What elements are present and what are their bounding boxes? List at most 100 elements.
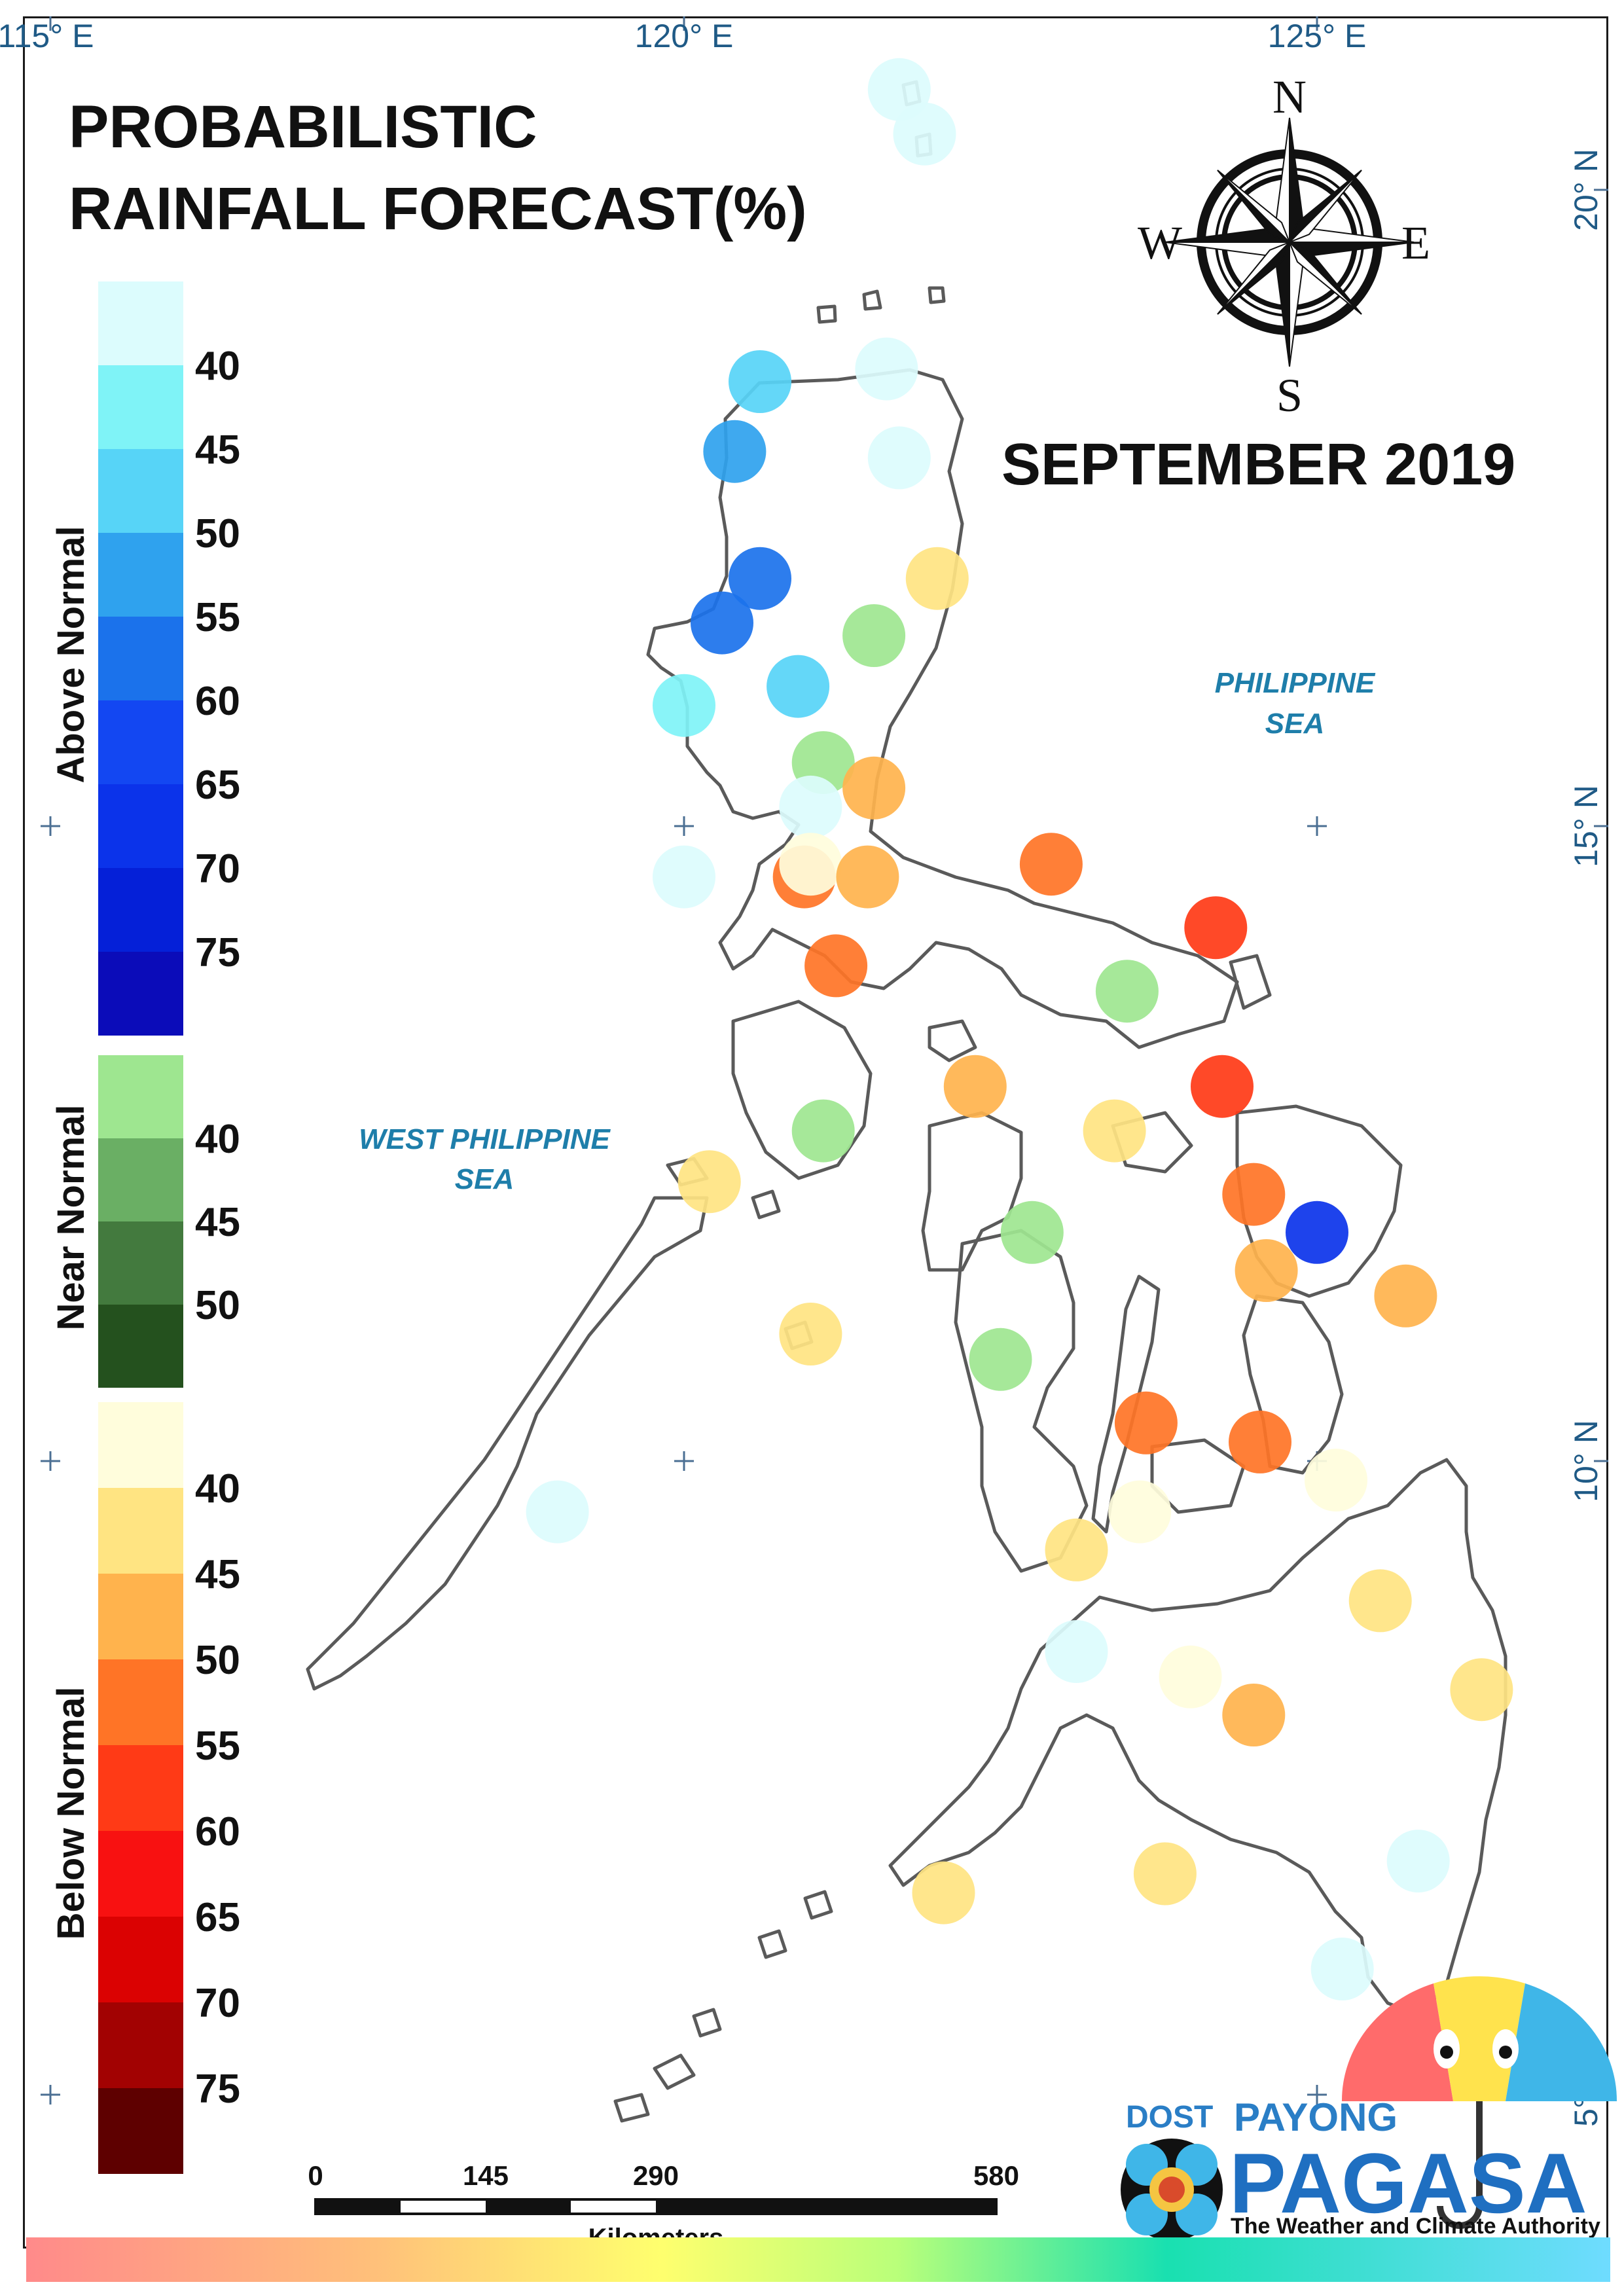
station-markers bbox=[526, 58, 1513, 2000]
lat-20-label: 20° N bbox=[1568, 149, 1604, 231]
legend-near-swatch bbox=[98, 1055, 183, 1138]
negros-island bbox=[954, 1229, 1089, 1573]
legend-above-label: 65 bbox=[195, 763, 240, 808]
scale-tick-0: 0 bbox=[308, 2160, 323, 2191]
legend-near-label: 40 bbox=[195, 1117, 240, 1162]
grid-labels: 115° E 120° E 125° E 20° N 15° N 10° N 5… bbox=[0, 18, 1604, 2127]
compass-e-label: E bbox=[1401, 217, 1430, 269]
station-above-marker bbox=[653, 674, 715, 737]
station-above-marker bbox=[1310, 1938, 1374, 2000]
footer-gradient-bar bbox=[26, 2237, 1610, 2282]
legend-below-swatch bbox=[98, 1745, 183, 1831]
station-below-marker bbox=[1235, 1239, 1298, 1302]
compass-rose-icon: N S E W bbox=[1138, 71, 1430, 422]
legend-below-swatch bbox=[98, 1831, 183, 1917]
station-above-marker bbox=[779, 775, 842, 839]
compass-w-label: W bbox=[1138, 217, 1182, 269]
lat-15-label: 15° N bbox=[1568, 785, 1604, 867]
station-below-marker bbox=[1450, 1658, 1513, 1722]
legend-above-label: 55 bbox=[195, 595, 240, 640]
legend-above-swatch bbox=[98, 700, 183, 784]
station-below-marker bbox=[1019, 833, 1083, 896]
station-above-marker bbox=[893, 102, 956, 166]
station-above-marker bbox=[1286, 1201, 1348, 1264]
legend-below-swatch bbox=[98, 1917, 183, 2002]
station-above-marker bbox=[1386, 1830, 1450, 1893]
station-below-marker bbox=[836, 845, 899, 909]
legend-above-swatch bbox=[98, 617, 183, 700]
marinduque-island bbox=[928, 1019, 977, 1062]
legend-below-label: 50 bbox=[195, 1638, 240, 1683]
legend-below-label: 40 bbox=[195, 1466, 240, 1511]
title-line-1: PROBABILISTIC bbox=[69, 94, 537, 160]
station-near-marker bbox=[842, 604, 906, 667]
station-below-marker bbox=[779, 833, 842, 896]
title-line-2: RAINFALL FORECAST(%) bbox=[69, 175, 807, 242]
legend-above-label: 70 bbox=[195, 846, 240, 892]
station-above-marker bbox=[867, 426, 931, 490]
probability-legend: 40 45 50 55 60 65 70 75 40 45 50 40 45 50 55 60 65 70 75 bbox=[98, 281, 240, 2174]
mindoro-island bbox=[731, 1000, 873, 1180]
legend-below-swatch bbox=[98, 1574, 183, 1659]
west-ph-sea-label-2: SEA bbox=[455, 1163, 514, 1195]
legend-above-title: Above Normal bbox=[50, 526, 92, 783]
legend-above-swatch bbox=[98, 449, 183, 533]
pagasa-label: PAGASA bbox=[1229, 2135, 1587, 2231]
station-above-marker bbox=[703, 420, 767, 483]
station-near-marker bbox=[1095, 960, 1159, 1023]
west-ph-sea-label-1: WEST PHILIPPINE bbox=[359, 1123, 611, 1155]
legend-near-label: 50 bbox=[195, 1283, 240, 1328]
legend-near-title: Near Normal bbox=[50, 1105, 92, 1331]
lon-125-label: 125° E bbox=[1268, 18, 1367, 54]
legend-below-label: 55 bbox=[195, 1724, 240, 1769]
legend-above-label: 75 bbox=[195, 930, 240, 975]
pagasa-logo: DOST PAYONG PAGASA The Weather and Clima… bbox=[1121, 1976, 1617, 2241]
period-label: SEPTEMBER 2019 bbox=[1001, 432, 1515, 497]
lon-120-label: 120° E bbox=[635, 18, 734, 54]
station-below-marker bbox=[1348, 1569, 1412, 1633]
legend-below-label: 65 bbox=[195, 1895, 240, 1940]
legend-above-swatch bbox=[98, 281, 183, 365]
station-below-marker bbox=[804, 934, 868, 998]
compass-s-label: S bbox=[1276, 369, 1303, 422]
lon-115-label: 115° E bbox=[0, 18, 94, 54]
station-below-marker bbox=[677, 1150, 741, 1214]
station-near-marker bbox=[1000, 1201, 1064, 1264]
map-title: PROBABILISTIC RAINFALL FORECAST(%) SEPTE… bbox=[69, 94, 1515, 497]
station-below-marker bbox=[1108, 1480, 1172, 1544]
station-above-marker bbox=[767, 655, 830, 718]
panay-island bbox=[921, 1111, 1023, 1272]
station-above-marker bbox=[1045, 1620, 1108, 1683]
station-below-marker bbox=[1184, 896, 1248, 960]
station-below-marker bbox=[842, 756, 906, 820]
station-above-marker bbox=[729, 350, 791, 413]
legend-below-label: 75 bbox=[195, 2067, 240, 2112]
station-below-marker bbox=[1374, 1264, 1437, 1328]
palawan-island bbox=[306, 1196, 709, 1691]
dost-label: DOST bbox=[1126, 2100, 1213, 2135]
philippine-sea-label-2: SEA bbox=[1265, 708, 1324, 740]
station-below-marker bbox=[1222, 1163, 1286, 1226]
legend-above-label: 60 bbox=[195, 679, 240, 724]
lat-10-label: 10° N bbox=[1568, 1420, 1604, 1502]
station-below-marker bbox=[912, 1861, 975, 1925]
graticule bbox=[41, 16, 1608, 2105]
station-below-marker bbox=[779, 1303, 842, 1365]
station-below-marker bbox=[1229, 1410, 1291, 1473]
station-near-marker bbox=[969, 1328, 1032, 1391]
station-near-marker bbox=[791, 1099, 855, 1163]
scale-tick-580: 580 bbox=[973, 2160, 1019, 2191]
legend-below-swatch bbox=[98, 1488, 183, 1574]
compass-n-label: N bbox=[1272, 71, 1307, 123]
legend-near-label: 45 bbox=[195, 1200, 240, 1245]
station-above-marker bbox=[691, 591, 753, 655]
station-below-marker bbox=[1045, 1518, 1108, 1581]
legend-below-label: 45 bbox=[195, 1552, 240, 1597]
legend-above-label: 40 bbox=[195, 344, 240, 389]
station-above-marker bbox=[855, 337, 918, 401]
sea-labels: PHILIPPINE SEA WEST PHILIPPINE SEA bbox=[359, 667, 1376, 1195]
legend-below-swatch bbox=[98, 1402, 183, 1488]
station-below-marker bbox=[1133, 1842, 1197, 1906]
legend-near-swatch bbox=[98, 1138, 183, 1221]
